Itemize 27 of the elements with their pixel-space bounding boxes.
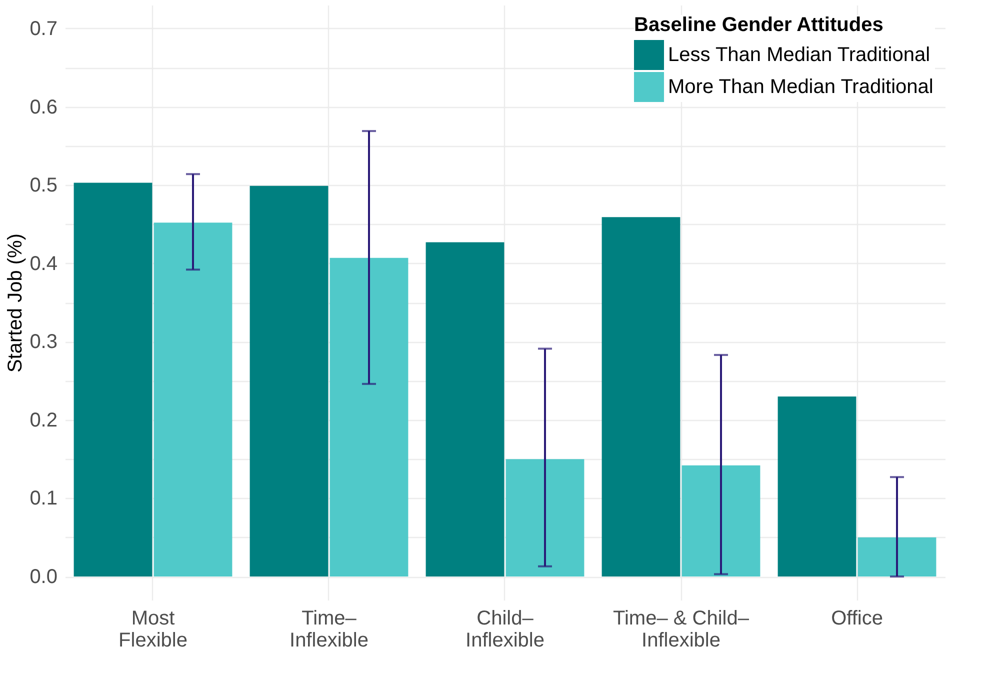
bar [858, 537, 936, 577]
y-axis-title: Started Job (%) [4, 234, 27, 372]
y-tick-label: 0.1 [30, 488, 58, 510]
y-tick-label: 0.3 [30, 331, 58, 354]
y-tick-label: 0.6 [30, 96, 58, 118]
bar [250, 186, 328, 577]
bar [330, 258, 408, 577]
y-tick-label: 0.7 [30, 18, 58, 40]
y-tick-label: 0.5 [30, 174, 58, 197]
bar [682, 465, 760, 577]
y-tick-label: 0.2 [30, 409, 58, 432]
legend-label: More Than Median Traditional [668, 76, 934, 98]
bar [506, 459, 584, 577]
x-tick-label: Office [831, 608, 883, 630]
y-tick-label: 0.0 [30, 566, 58, 588]
legend-title: Baseline Gender Attitudes [634, 14, 884, 36]
bar [778, 396, 856, 577]
x-tick-label: Time– Inflexible [290, 608, 368, 652]
x-tick-label: Time– & Child– Inflexible [613, 608, 750, 652]
y-tick-label: 0.4 [30, 252, 58, 275]
bar [602, 217, 680, 577]
bar [154, 222, 232, 577]
legend-label: Less Than Median Traditional [668, 44, 930, 66]
x-tick-label: Child– Inflexible [466, 608, 544, 652]
bar [426, 242, 504, 577]
bar [74, 182, 152, 577]
x-tick-label: Most Flexible [118, 608, 188, 652]
